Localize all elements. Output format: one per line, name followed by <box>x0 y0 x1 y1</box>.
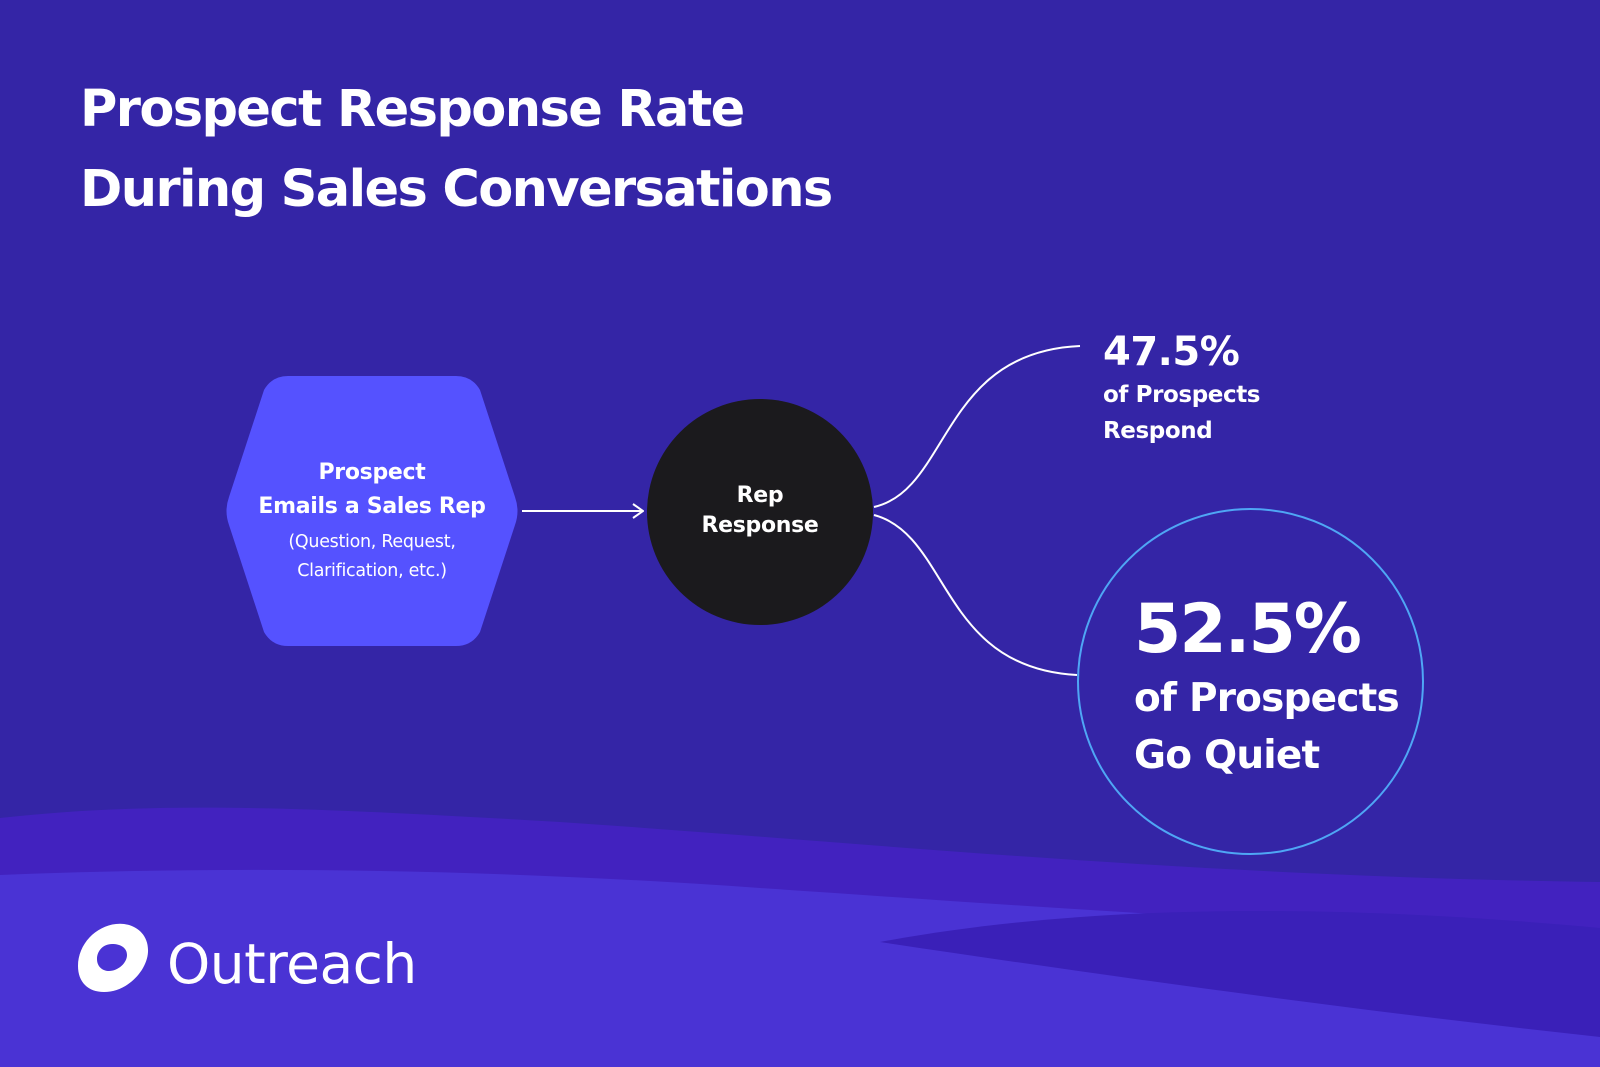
rep-response-label-line-2: Response <box>701 513 819 538</box>
respond-label-line-2: Respond <box>1103 418 1213 444</box>
go-quiet-percentage: 52.5% <box>1134 590 1362 669</box>
rep-response-label-line-1: Rep <box>736 483 784 508</box>
go-quiet-label-line-2: Go Quiet <box>1134 733 1320 778</box>
prospect-email-node: Prospect Emails a Sales Rep (Question, R… <box>222 376 522 646</box>
prospect-node-subtitle-line-1: (Question, Request, <box>288 532 456 552</box>
prospect-node-subtitle-line-2: Clarification, etc.) <box>297 561 447 581</box>
respond-outcome: 47.5% of Prospects Respond <box>1103 327 1260 449</box>
go-quiet-label-line-1: of Prospects <box>1134 676 1400 721</box>
hexagon-shape <box>226 376 518 646</box>
title-line-1: Prospect Response Rate <box>80 80 745 139</box>
edge-rep-to-respond <box>873 345 1081 508</box>
rep-response-node: Rep Response <box>647 399 873 625</box>
prospect-node-subtitle: (Question, Request, Clarification, etc.) <box>222 528 522 586</box>
prospect-node-title-line-2: Emails a Sales Rep <box>258 494 486 519</box>
outreach-logo-icon <box>78 923 149 992</box>
respond-label-line-1: of Prospects <box>1103 382 1261 408</box>
respond-percentage: 47.5% <box>1103 329 1240 375</box>
go-quiet-label: of Prospects Go Quiet <box>1134 670 1434 784</box>
page-title: Prospect Response Rate During Sales Conv… <box>80 70 833 230</box>
go-quiet-outcome-node: 52.5% of Prospects Go Quiet <box>1077 508 1424 855</box>
prospect-node-title-line-1: Prospect <box>318 460 426 485</box>
brand-name: Outreach <box>167 932 417 996</box>
respond-label: of Prospects Respond <box>1103 377 1260 449</box>
title-line-2: During Sales Conversations <box>80 160 833 219</box>
prospect-node-title: Prospect Emails a Sales Rep <box>222 456 522 524</box>
wave-shadow <box>880 910 1600 1037</box>
edge-rep-to-quiet <box>873 514 1078 676</box>
rep-response-label: Rep Response <box>647 481 873 541</box>
